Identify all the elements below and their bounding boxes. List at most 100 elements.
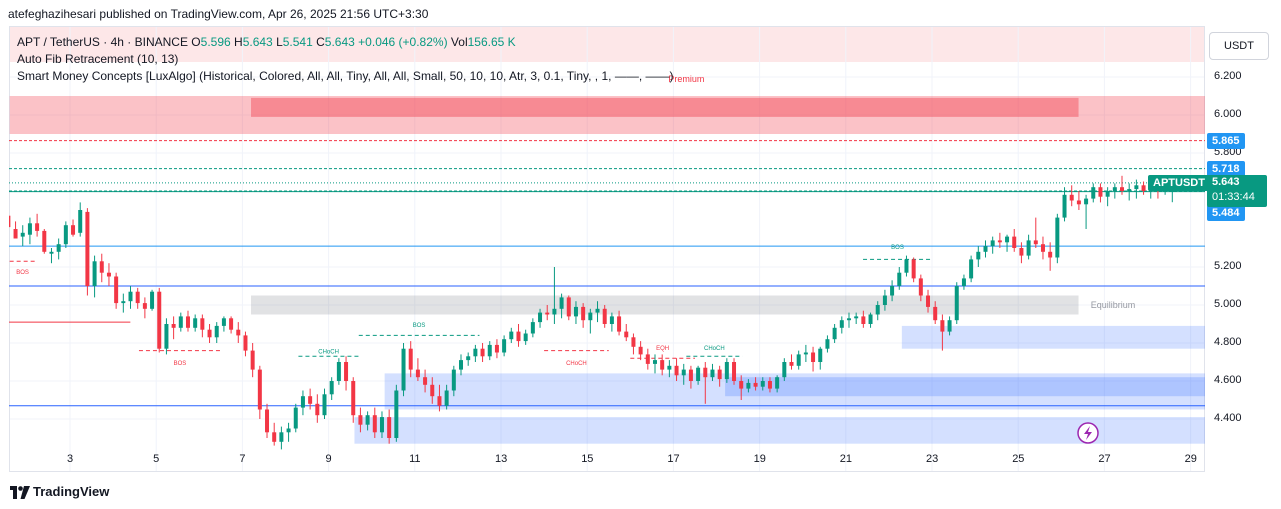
premium-zone — [9, 96, 1205, 134]
candle-body — [767, 381, 772, 389]
structure-label: EQH — [656, 346, 669, 352]
candle-body — [114, 276, 119, 304]
candle-body — [272, 432, 277, 442]
candle-body — [652, 360, 657, 364]
x-axis-tick: 19 — [753, 453, 766, 465]
candle-body — [1069, 194, 1074, 201]
x-axis-tick: 21 — [839, 453, 853, 465]
candle-body — [336, 362, 341, 381]
candle-body — [839, 320, 844, 328]
structure-label: BOS — [16, 270, 29, 276]
candle-body — [581, 306, 586, 321]
candle-body — [444, 390, 449, 406]
open-value: 5.596 — [200, 35, 231, 49]
candle-body — [997, 240, 1002, 243]
candle-body — [106, 272, 111, 277]
candle-body — [150, 291, 155, 309]
candle-body — [1163, 191, 1168, 192]
candle-body — [56, 244, 61, 252]
candle-body — [480, 348, 485, 357]
candle-body — [71, 225, 76, 235]
candle-body — [624, 331, 629, 338]
y-axis-tick: 6.000 — [1214, 108, 1242, 120]
candle-body — [379, 417, 384, 433]
candle-body — [545, 312, 550, 315]
candle-body — [976, 251, 981, 260]
candle-body — [559, 297, 564, 309]
candle-body — [933, 306, 938, 321]
x-axis-tick: 29 — [1184, 453, 1197, 465]
candle-body — [796, 354, 801, 366]
candle-body — [631, 337, 636, 347]
structure-label: CHoCH — [704, 346, 725, 352]
candle-body — [236, 329, 241, 336]
candle-body — [1033, 240, 1038, 245]
candle-body — [717, 369, 722, 380]
candle-body — [911, 259, 916, 279]
candle-body — [1055, 217, 1060, 258]
candle-body — [193, 318, 198, 328]
close-value: 5.643 — [324, 35, 355, 49]
candle-body — [207, 329, 212, 338]
candlestick-chart[interactable]: BOS BOS CHoCH BOS CHoCH EQH CHoCH BOS Premium Equ… — [9, 26, 1205, 472]
candle-body — [940, 320, 945, 332]
candle-body — [638, 346, 643, 355]
demand-zone-2 — [384, 373, 1205, 410]
candle-body — [1062, 194, 1067, 218]
indicator-smc[interactable]: Smart Money Concepts [LuxAlgo] (Historic… — [17, 69, 674, 83]
y-axis-tick: 4.600 — [1214, 374, 1242, 386]
candle-body — [279, 432, 284, 442]
candle-body — [954, 286, 959, 321]
candle-body — [185, 316, 190, 328]
candle-body — [459, 360, 464, 370]
candle-body — [142, 303, 147, 309]
y-axis-tick: 6.200 — [1214, 70, 1242, 82]
candle-body — [42, 230, 47, 252]
candle-body — [1127, 189, 1132, 191]
candle-body — [789, 362, 794, 366]
legend-ohlc-row: APT / TetherUS · 4h · BINANCE O5.596 H5.… — [17, 34, 673, 51]
currency-button[interactable]: USDT — [1209, 32, 1269, 60]
candle-body — [315, 403, 320, 416]
demand-zone-3 — [725, 377, 1205, 397]
x-axis-tick: 3 — [66, 453, 74, 465]
y-axis-tick: 4.400 — [1214, 412, 1242, 424]
bar-countdown: 01:33:44 — [1212, 190, 1255, 203]
candle-body — [344, 362, 349, 381]
candle-body — [157, 291, 162, 349]
lightning-icon — [1084, 426, 1092, 440]
y-axis-tick: 5.000 — [1214, 298, 1242, 310]
candle-body — [178, 316, 183, 328]
candle-body — [868, 314, 873, 324]
candle-body — [775, 377, 780, 389]
structure-label: CHoCH — [566, 361, 587, 367]
legend-band — [9, 26, 1205, 62]
candle-body — [573, 306, 578, 317]
high-label: H — [234, 35, 243, 49]
candle-body — [394, 390, 399, 438]
candle-body — [602, 308, 607, 324]
candle-body — [415, 369, 420, 378]
candle-body — [861, 316, 866, 324]
candle-body — [760, 381, 765, 387]
price-label-5865: 5.865 — [1207, 132, 1245, 149]
chart-area[interactable]: BOS BOS CHoCH BOS CHoCH EQH CHoCH BOS Premium Equ… — [9, 26, 1205, 472]
close-label: C — [316, 35, 325, 49]
candle-body — [969, 259, 974, 279]
candle-body — [825, 339, 830, 349]
indicator-fib[interactable]: Auto Fib Retracement (10, 13) — [17, 52, 179, 66]
candle-body — [1012, 236, 1017, 248]
candle-body — [9, 215, 11, 228]
legend-symbol[interactable]: APT / TetherUS · 4h · BINANCE — [17, 35, 188, 49]
tradingview-logo[interactable]: TradingView — [10, 484, 109, 499]
premium-zone-inner — [251, 97, 1079, 117]
candle-body — [401, 348, 406, 391]
candle-body — [660, 360, 665, 370]
candle-body — [423, 377, 428, 385]
x-axis-tick: 7 — [239, 453, 246, 465]
candle-body — [854, 316, 859, 319]
tradingview-logo-icon — [10, 486, 30, 499]
candle-body — [243, 335, 248, 351]
candle-body — [1134, 185, 1139, 190]
candle-body — [739, 381, 744, 389]
